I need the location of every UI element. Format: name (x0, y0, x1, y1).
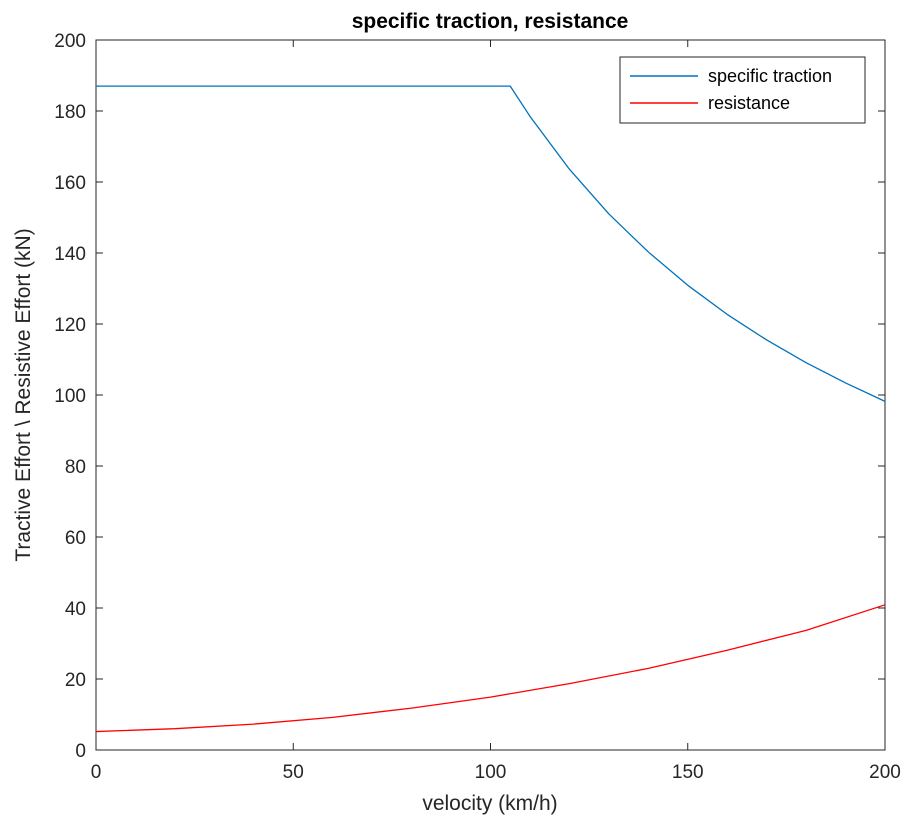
y-tick-label: 160 (54, 173, 86, 194)
plot-area (95, 39, 886, 751)
x-tick-label: 150 (672, 762, 704, 783)
axis-ticks: 0 50 100 150 200 0 20 40 60 80 100 120 140 160 180 200 (54, 31, 901, 783)
y-tick-label: 140 (54, 244, 86, 265)
legend-box (619, 56, 866, 124)
legend: specific traction resistance (619, 56, 866, 124)
y-tick-label: 200 (54, 31, 86, 52)
series-line-specific-traction (96, 85, 886, 402)
y-tick-label: 180 (54, 102, 86, 123)
y-tick-label: 100 (54, 386, 86, 407)
y-tick-label: 60 (65, 528, 86, 549)
legend-label: resistance (708, 93, 790, 113)
x-axis-label: velocity (km/h) (422, 792, 557, 815)
y-tick-label: 80 (65, 457, 86, 478)
x-tick-label: 50 (283, 762, 304, 783)
x-tick-label: 200 (869, 762, 901, 783)
y-tick-label: 0 (75, 741, 86, 762)
x-tick-label: 0 (91, 762, 102, 783)
chart-title: specific traction, resistance (352, 10, 629, 33)
y-tick-label: 120 (54, 315, 86, 336)
series-line-resistance (95, 604, 886, 733)
y-tick-label: 40 (65, 599, 86, 620)
legend-label: specific traction (708, 66, 832, 86)
x-tick-label: 100 (475, 762, 507, 783)
series-lines (95, 85, 886, 733)
y-tick-label: 20 (65, 670, 86, 691)
y-axis-label: Tractive Effort \ Resistive Effort (kN) (12, 228, 35, 561)
